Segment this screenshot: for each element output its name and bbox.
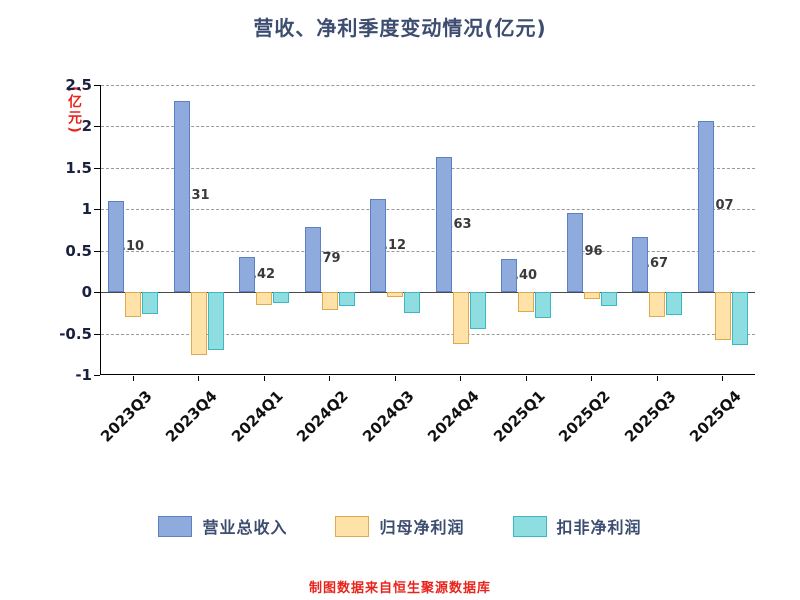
bar-扣非净利润-2023Q4 (207, 292, 224, 351)
y-tick-label: 1 (81, 200, 92, 219)
y-tick-mark (94, 333, 100, 335)
x-tick-mark (263, 376, 265, 381)
gridline (101, 250, 755, 252)
bar-扣非净利润-2023Q3 (142, 292, 158, 314)
x-tick-mark (132, 376, 134, 381)
y-tick-label: -0.5 (59, 324, 92, 343)
legend-swatch (158, 515, 193, 537)
bar-扣非净利润-2024Q2 (338, 292, 355, 307)
y-tick-mark (94, 250, 100, 252)
bar-营业总收入-2023Q4 (173, 100, 190, 293)
bar-归母净利润-2025Q4 (714, 292, 731, 341)
y-tick-label: -1 (75, 366, 92, 384)
bar-归母净利润-2024Q1 (256, 292, 272, 306)
bar-营业总收入-2025Q1 (501, 259, 517, 293)
x-tick-mark (656, 376, 658, 381)
zero-gridline (101, 292, 755, 294)
bar-营业总收入-2025Q4 (697, 120, 714, 293)
y-tick-mark (94, 209, 100, 211)
legend-item-扣非净利润: 扣非净利润 (512, 514, 642, 538)
bar-营业总收入-2025Q3 (632, 236, 648, 293)
y-tick-label: 2.5 (65, 76, 92, 94)
x-tick-mark (460, 376, 462, 381)
bar-归母净利润-2024Q3 (387, 292, 403, 298)
bar-扣非净利润-2025Q3 (666, 292, 682, 316)
bar-归母净利润-2025Q2 (583, 292, 600, 299)
bar-扣非净利润-2025Q4 (731, 292, 748, 346)
legend-swatch (335, 515, 370, 537)
x-tick-mark (722, 376, 724, 381)
bar-营业总收入-2024Q1 (239, 257, 255, 293)
bar-扣非净利润-2024Q3 (404, 292, 420, 313)
x-tick-mark (591, 376, 593, 381)
bar-归母净利润-2024Q2 (321, 292, 338, 310)
bar-营业总收入-2024Q2 (304, 226, 321, 293)
gridline (101, 126, 755, 128)
legend-item-归母净利润: 归母净利润 (335, 514, 464, 538)
bar-扣非净利润-2025Q2 (600, 292, 617, 307)
x-tick-mark (394, 376, 396, 381)
y-tick-label: 0 (81, 283, 92, 302)
plot-area: 1.10 2.31 0.42 0.79 1.12 1.63 0.40 0.96 0.67 2.07 (100, 85, 755, 375)
bar-营业总收入-2025Q2 (566, 212, 583, 293)
bar-扣非净利润-2024Q4 (469, 292, 486, 330)
chart-title: 营收、净利季度变动情况(亿元) (253, 16, 547, 40)
legend-label: 营业总收入 (202, 518, 288, 537)
gridline (101, 167, 755, 169)
x-tick-mark (329, 376, 331, 381)
bar-归母净利润-2025Q3 (649, 292, 665, 317)
data-source-note: 制图数据来自恒生聚源数据库 (308, 581, 491, 596)
y-tick-label: 0.5 (65, 241, 92, 260)
bar-营业总收入-2023Q3 (108, 201, 124, 293)
bar-归母净利润-2025Q1 (518, 292, 534, 313)
bar-归母净利润-2023Q3 (125, 292, 141, 317)
gridline (101, 85, 755, 86)
y-tick-mark (94, 85, 100, 86)
bar-归母净利润-2024Q4 (452, 292, 469, 344)
y-axis-unit-label: (亿元) (66, 86, 82, 135)
legend-label: 扣非净利润 (556, 518, 642, 537)
y-tick-mark (94, 126, 100, 128)
legend-label: 归母净利润 (379, 518, 465, 537)
bar-营业总收入-2024Q3 (370, 199, 386, 293)
legend-item-营业总收入: 营业总收入 (158, 514, 287, 538)
y-tick-label: 1.5 (65, 158, 92, 177)
y-tick-label: 2 (81, 117, 92, 136)
gridline (101, 209, 755, 211)
bar-归母净利润-2023Q4 (190, 292, 207, 356)
x-tick-mark (525, 376, 527, 381)
gridline (101, 333, 755, 335)
legend-swatch (512, 515, 547, 537)
bar-营业总收入-2024Q4 (435, 157, 452, 293)
y-tick-mark (94, 167, 100, 169)
bar-扣非净利润-2025Q1 (535, 292, 551, 318)
legend: 营业总收入 归母净利润 扣非净利润 (0, 514, 800, 538)
x-tick-mark (198, 376, 200, 381)
y-tick-mark (94, 375, 100, 376)
y-tick-mark (94, 292, 100, 294)
bar-扣非净利润-2024Q1 (273, 292, 289, 303)
